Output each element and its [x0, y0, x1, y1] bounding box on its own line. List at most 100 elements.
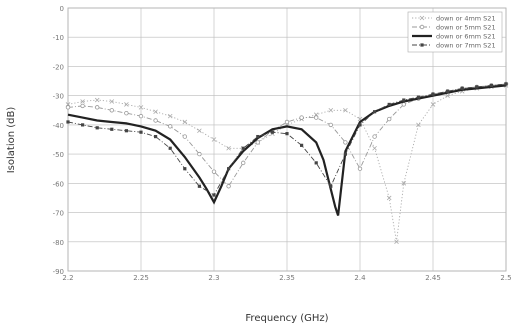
series-3-point — [154, 134, 158, 139]
series-0-point — [419, 15, 425, 21]
series-1-point — [109, 108, 114, 113]
legend-label: down or 7mm S21 — [436, 41, 496, 49]
x-tick-label: 2.25 — [133, 274, 149, 282]
series-0-point — [182, 119, 188, 125]
series-0-point — [109, 99, 115, 104]
series-1-point — [419, 24, 425, 30]
series-3-point — [95, 126, 99, 130]
series-0-point — [386, 195, 392, 201]
y-tick-label: -30 — [53, 93, 64, 101]
y-axis-title: Isolation (dB) — [6, 107, 17, 174]
series-0-point — [197, 128, 202, 134]
y-tick-label: -10 — [53, 34, 64, 42]
series-3-point — [227, 167, 231, 171]
y-tick-labels: 0 -10 -20 -30 -40 -50 -60 -70 -80 -90 — [53, 5, 64, 276]
series-3-point — [139, 130, 143, 134]
series-3-point — [66, 120, 70, 124]
y-tick-label: -80 — [53, 239, 64, 247]
series-3-point — [241, 146, 245, 150]
series-3 — [66, 82, 508, 197]
series-1-point — [255, 140, 260, 145]
x-tick-label: 2.5 — [500, 274, 511, 282]
series-0-point — [343, 107, 348, 113]
legend-label: down or 5mm S21 — [436, 23, 496, 31]
series-3-point — [270, 130, 274, 134]
series-3-point — [256, 134, 260, 139]
y-tick-label: -70 — [53, 210, 64, 218]
series-0-point — [167, 113, 173, 119]
series-1-point — [387, 116, 392, 122]
series-0-point — [94, 97, 100, 103]
series-0-line — [67, 84, 507, 242]
series-1-point — [167, 124, 173, 129]
series-3-point — [504, 82, 508, 86]
series-3-point — [183, 167, 187, 171]
series-3-point — [373, 110, 377, 114]
y-tick-label: -90 — [53, 268, 64, 276]
series-1-point — [182, 134, 187, 139]
series-3-point — [329, 184, 333, 188]
series-1-point — [284, 119, 290, 125]
series-3-point — [416, 95, 420, 99]
series-group — [65, 81, 509, 245]
series-0-point — [211, 137, 217, 142]
series-0-point — [372, 145, 377, 151]
series-3-point — [431, 92, 435, 96]
series-0-point — [430, 102, 436, 107]
series-3-point — [314, 161, 318, 165]
series-1-point — [328, 122, 333, 128]
series-1-point — [65, 105, 71, 110]
series-1-point — [94, 105, 100, 110]
series-3-point — [489, 83, 493, 88]
legend-item: down or 6mm S21 — [412, 32, 496, 40]
y-tick-label: -20 — [53, 63, 64, 71]
series-3-point — [212, 193, 216, 197]
series-3-point — [402, 98, 406, 102]
series-0-point — [445, 93, 450, 98]
series-1-point — [299, 115, 304, 120]
grid — [67, 7, 507, 272]
series-1-point — [240, 160, 246, 166]
series-0-point — [226, 145, 231, 151]
series-0-point — [394, 239, 399, 245]
legend-item: down or 7mm S21 — [412, 41, 496, 49]
x-tick-label: 2.35 — [279, 274, 295, 282]
legend-label: down or 6mm S21 — [436, 32, 496, 40]
series-0-point — [124, 102, 129, 107]
series-3-point — [387, 102, 391, 107]
series-1-point — [153, 118, 158, 123]
series-3-point — [475, 85, 479, 89]
y-tick-label: -60 — [53, 180, 64, 188]
series-2 — [67, 84, 507, 216]
series-1-point — [226, 184, 231, 189]
series-3-point — [285, 132, 289, 136]
series-0-point — [80, 99, 85, 104]
x-tick-labels: 2.2 2.25 2.3 2.35 2.4 2.45 2.5 — [62, 274, 511, 282]
series-3-point — [81, 123, 85, 127]
legend-label: down or 4mm S21 — [436, 14, 496, 22]
series-2-line — [67, 84, 507, 216]
series-0-point — [401, 181, 407, 186]
series-3-point — [168, 146, 172, 150]
series-1-point — [124, 110, 129, 116]
x-tick-label: 2.45 — [425, 274, 441, 282]
series-3-point — [358, 123, 362, 127]
series-3-point — [343, 152, 347, 156]
series-1-point — [197, 151, 202, 157]
series-1-point — [372, 134, 377, 139]
x-tick-label: 2.3 — [208, 274, 219, 282]
series-3-point — [124, 129, 128, 133]
series-3-point — [460, 86, 464, 90]
series-3-point — [446, 89, 450, 93]
legend-item: down or 4mm S21 — [412, 14, 496, 22]
series-1-point — [343, 140, 348, 145]
series-0-point — [416, 122, 421, 128]
series-1-point — [80, 103, 85, 109]
legend-item: down or 5mm S21 — [412, 23, 496, 31]
series-3-point — [300, 143, 304, 147]
x-tick-label: 2.4 — [354, 274, 366, 282]
series-0-point — [138, 105, 144, 110]
series-3-point — [110, 127, 114, 131]
y-tick-label: -50 — [53, 151, 64, 159]
